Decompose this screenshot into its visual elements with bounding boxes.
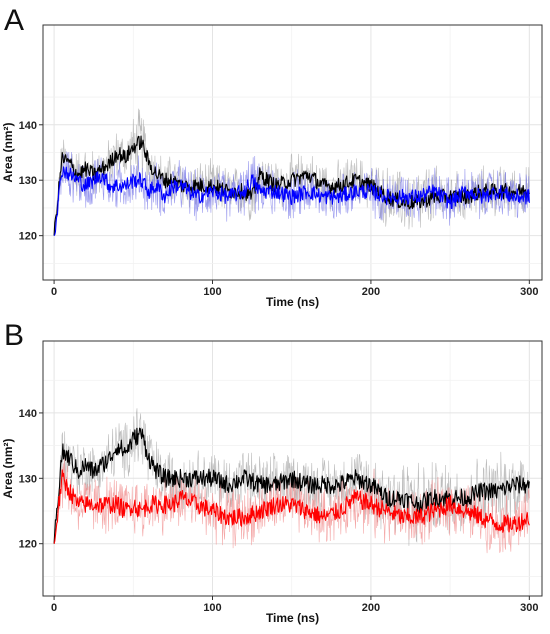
y-tick-label: 140 (19, 408, 37, 420)
x-tick-label: 300 (520, 602, 538, 614)
x-tick-label: 300 (520, 286, 538, 298)
y-axis-title: Area (nm²) (1, 122, 15, 182)
panel-a-letter: A (4, 4, 24, 37)
panel-b: B 0 100 200 300 120 130 140 Time (ns) Area (nm²) (1, 319, 543, 625)
panel-border-a (42, 24, 543, 281)
x-tick-label: 200 (362, 602, 380, 614)
y-tick-label: 130 (19, 473, 37, 485)
x-tick-label: 0 (51, 602, 57, 614)
x-tick-label: 100 (203, 286, 221, 298)
spread-black-a (53, 108, 530, 236)
y-axis-title: Area (nm²) (1, 438, 15, 498)
panel-border-b (42, 340, 543, 597)
x-tick-label: 100 (203, 602, 221, 614)
x-tick-label: 0 (51, 286, 57, 298)
y-tick-label: 140 (19, 120, 37, 132)
x-tick-label: 200 (362, 286, 380, 298)
y-tick-label: 120 (19, 539, 37, 551)
y-tick-label: 130 (19, 175, 37, 187)
x-axis-title: Time (ns) (266, 611, 319, 625)
y-tick-label: 120 (19, 231, 37, 243)
panel-b-letter: B (4, 319, 24, 352)
series-line-red-b (53, 469, 530, 544)
panel-a: A 0 100 200 300 120 130 140 Time (ns) Area (nm²) (1, 4, 543, 309)
x-axis-title: Time (ns) (266, 295, 319, 309)
series-line-blue-a (53, 166, 530, 236)
